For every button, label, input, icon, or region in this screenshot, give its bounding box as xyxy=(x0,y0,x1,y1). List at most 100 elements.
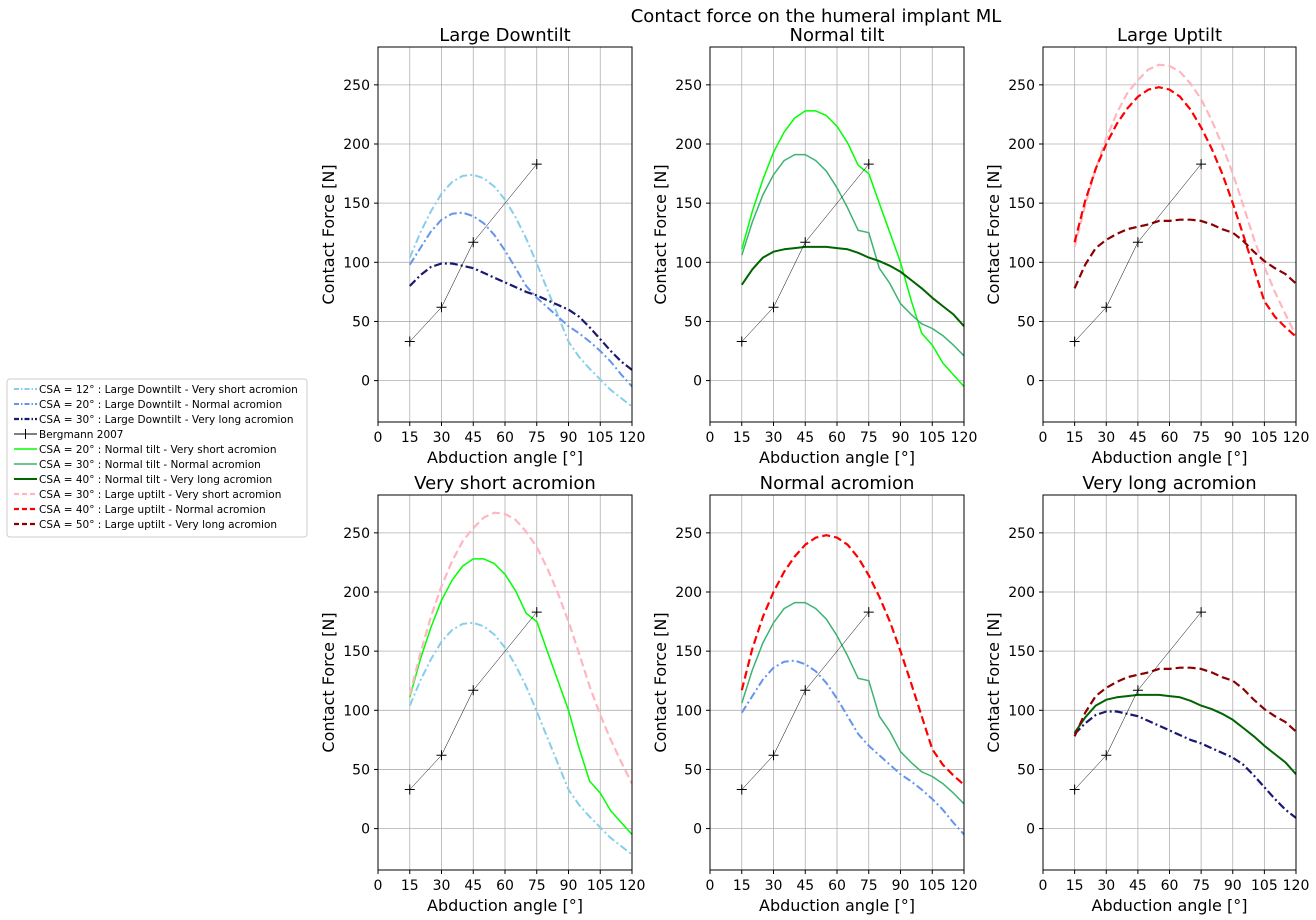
x-tick-label: 0 xyxy=(374,430,383,446)
y-tick-label: 0 xyxy=(361,822,370,838)
y-tick-label: 50 xyxy=(352,314,370,330)
y-tick-label: 200 xyxy=(1008,585,1035,601)
x-tick-label: 90 xyxy=(892,878,910,894)
y-tick-label: 0 xyxy=(1026,822,1035,838)
series-line-bergmann xyxy=(1074,163,1202,342)
x-tick-label: 30 xyxy=(1097,430,1115,446)
x-tick-label: 45 xyxy=(1129,430,1147,446)
data-point-bergmann xyxy=(800,685,811,696)
data-point-bergmann xyxy=(1069,336,1080,347)
legend-label: CSA = 40° : Normal tilt - Very long acro… xyxy=(39,474,272,486)
series-group xyxy=(408,163,632,408)
x-tick-label: 75 xyxy=(528,430,546,446)
x-tick-label: 75 xyxy=(1192,878,1210,894)
x-tick-label: 120 xyxy=(1283,430,1310,446)
x-tick-label: 30 xyxy=(765,430,783,446)
series-line-s40_lu xyxy=(1073,86,1296,338)
series-line-s12_ld xyxy=(408,621,632,856)
y-tick-label: 250 xyxy=(675,78,702,94)
legend-box xyxy=(6,378,308,538)
legend-label: CSA = 12° : Large Downtilt - Very short … xyxy=(39,384,298,396)
x-tick-label: 90 xyxy=(560,430,578,446)
x-tick-label: 30 xyxy=(433,430,451,446)
series-line-s20_nt xyxy=(409,558,632,836)
data-point-bergmann xyxy=(1196,607,1207,618)
x-tick-label: 45 xyxy=(796,430,814,446)
subplot-title: Normal tilt xyxy=(790,25,885,46)
subplot-6: 0 15 30 45 60 75 90 105 120 0 50 100 150 200 250 Very l… xyxy=(984,473,1309,915)
data-point-bergmann xyxy=(1101,750,1112,761)
y-axis-label: Contact Force [N] xyxy=(319,164,338,304)
subplot-5: 0 15 30 45 60 75 90 105 120 0 50 100 150 200 250 Normal… xyxy=(651,473,977,915)
x-tick-label: 75 xyxy=(1192,430,1210,446)
x-tick-label: 30 xyxy=(1097,878,1115,894)
legend: CSA = 12° : Large Downtilt - Very short … xyxy=(6,378,308,538)
y-tick-label: 150 xyxy=(675,196,702,212)
y-tick-label: 250 xyxy=(1008,78,1035,94)
legend-label: CSA = 40° : Large uptilt - Normal acromi… xyxy=(39,504,266,516)
series-line-bergmann xyxy=(1074,611,1202,790)
x-tick-label: 60 xyxy=(828,430,846,446)
series-line-bergmann xyxy=(409,611,537,790)
data-point-bergmann xyxy=(1132,685,1143,696)
series-line-s30_ld xyxy=(1073,710,1296,819)
data-point-bergmann xyxy=(800,237,811,248)
x-tick-label: 0 xyxy=(374,878,383,894)
x-tick-label: 105 xyxy=(587,878,614,894)
series-group xyxy=(408,511,632,856)
y-axis-label: Contact Force [N] xyxy=(651,164,670,304)
series-line-s30_lu xyxy=(1073,63,1296,337)
data-point-bergmann xyxy=(404,784,415,795)
y-tick-label: 100 xyxy=(675,703,702,719)
legend-marker xyxy=(20,429,31,439)
data-point-bergmann xyxy=(736,784,747,795)
y-tick-label: 250 xyxy=(1008,526,1035,542)
y-axis-label: Contact Force [N] xyxy=(984,612,1003,752)
series-line-s20_ld xyxy=(408,211,632,388)
x-tick-label: 0 xyxy=(1039,430,1048,446)
x-tick-label: 75 xyxy=(860,878,878,894)
subplot-title: Large Uptilt xyxy=(1117,25,1222,46)
x-tick-label: 120 xyxy=(1283,878,1310,894)
x-tick-label: 15 xyxy=(401,430,419,446)
x-tick-label: 15 xyxy=(733,878,751,894)
x-axis-label: Abduction angle [°] xyxy=(427,896,583,915)
subplot-4: 0 15 30 45 60 75 90 105 120 0 50 100 150 200 250 Very s… xyxy=(319,473,645,915)
y-axis-label: Contact Force [N] xyxy=(319,612,338,752)
x-axis-label: Abduction angle [°] xyxy=(1092,448,1248,467)
series-line-s30_nt xyxy=(741,153,964,357)
x-tick-label: 120 xyxy=(951,430,978,446)
y-tick-label: 100 xyxy=(675,255,702,271)
series-group xyxy=(740,534,964,836)
x-tick-label: 45 xyxy=(1129,878,1147,894)
y-tick-label: 150 xyxy=(1008,644,1035,660)
y-tick-label: 0 xyxy=(1026,374,1035,390)
legend-label: CSA = 30° : Large Downtilt - Very long a… xyxy=(39,414,293,426)
series-group xyxy=(1073,63,1296,342)
y-tick-label: 200 xyxy=(343,137,370,153)
series-line-bergmann xyxy=(409,163,537,342)
y-tick-label: 50 xyxy=(1017,762,1035,778)
y-axis-label: Contact Force [N] xyxy=(651,612,670,752)
y-tick-label: 200 xyxy=(675,137,702,153)
series-group xyxy=(1073,611,1296,819)
data-point-bergmann xyxy=(736,336,747,347)
y-tick-label: 250 xyxy=(343,526,370,542)
x-tick-label: 0 xyxy=(1039,878,1048,894)
y-tick-label: 250 xyxy=(675,526,702,542)
series-line-s30_nt xyxy=(741,601,964,805)
y-axis-label: Contact Force [N] xyxy=(984,164,1003,304)
subplot-title: Very short acromion xyxy=(414,473,596,494)
x-tick-label: 15 xyxy=(1066,430,1084,446)
y-tick-label: 100 xyxy=(1008,703,1035,719)
series-line-bergmann xyxy=(741,611,869,790)
data-point-bergmann xyxy=(1132,237,1143,248)
x-tick-label: 60 xyxy=(496,430,514,446)
x-tick-label: 105 xyxy=(919,878,946,894)
x-tick-label: 0 xyxy=(706,430,715,446)
series-line-s20_ld xyxy=(740,659,964,836)
subplot-title: Normal acromion xyxy=(760,473,915,494)
series-line-s40_nt xyxy=(740,245,964,327)
data-point-bergmann xyxy=(531,607,542,618)
